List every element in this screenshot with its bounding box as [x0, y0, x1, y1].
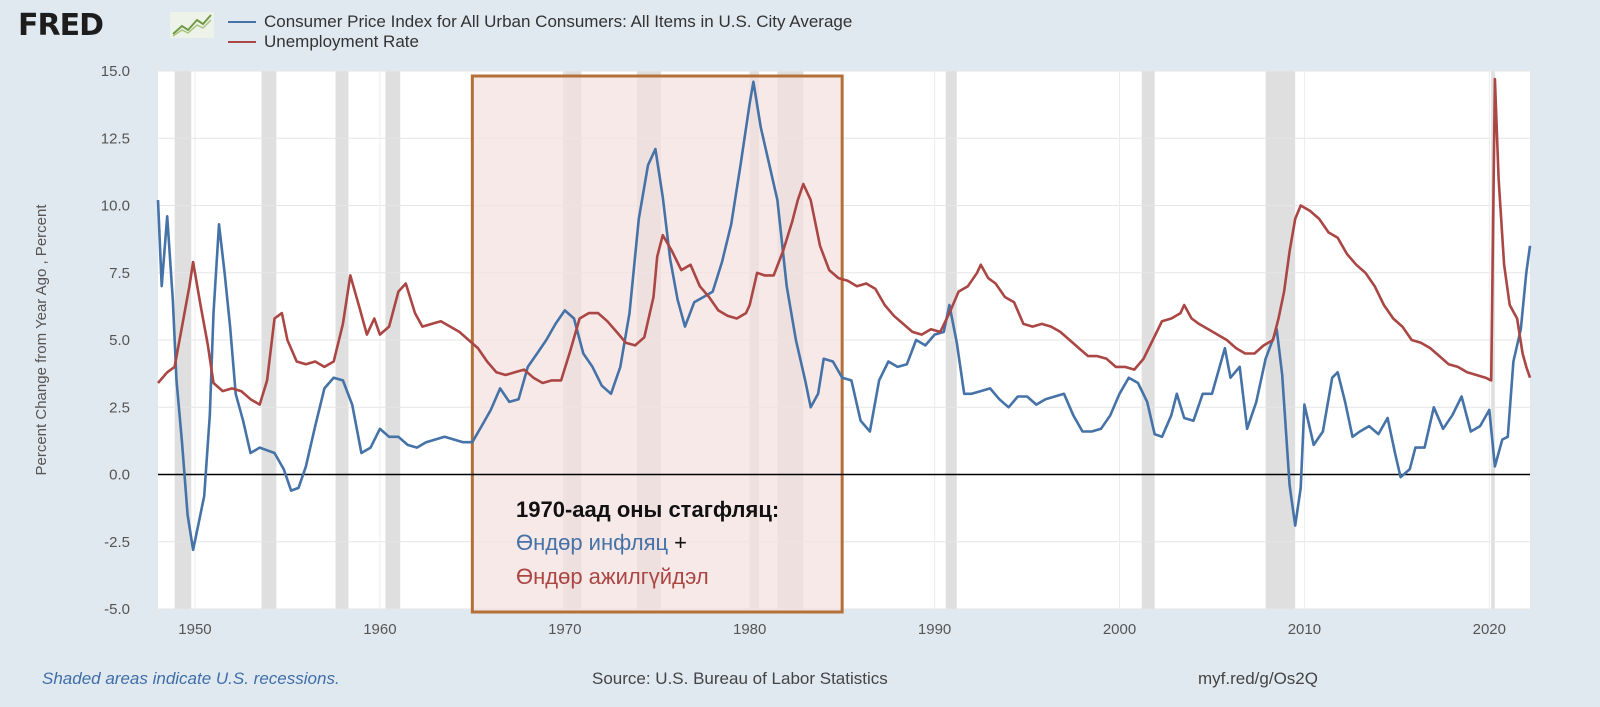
annotation-high-inflation: Өндөр инфляц — [516, 530, 668, 555]
x-tick-label: 1970 — [548, 621, 581, 638]
annotation-plus: + — [674, 530, 687, 555]
fred-logo-graph-icon — [170, 12, 214, 38]
y-tick-label: -5.0 — [104, 601, 130, 618]
unemployment-series-line — [157, 77, 1532, 406]
y-axis-ticks: 15.0 12.5 10.0 7.5 5.0 2.5 0.0 -2.5 -5.0 — [101, 63, 130, 618]
y-tick-label: 15.0 — [101, 63, 130, 80]
legend-item-unemployment[interactable]: Unemployment Rate — [228, 32, 419, 52]
y-tick-label: 2.5 — [109, 399, 130, 416]
x-tick-label: 1990 — [918, 621, 951, 638]
annotation-high-unemployment: Өндөр ажилгүйдэл — [516, 564, 709, 589]
y-axis-label: Percent Change from Year Ago , Percent — [33, 204, 50, 476]
fred-logo[interactable]: FRED — [18, 8, 218, 44]
y-tick-label: 12.5 — [101, 130, 130, 147]
cpi-series-line — [156, 80, 1532, 552]
y-tick-label: 10.0 — [101, 198, 130, 215]
x-tick-label: 2000 — [1103, 621, 1136, 638]
series-lines — [156, 77, 1532, 552]
source-note: Source: U.S. Bureau of Labor Statistics — [592, 669, 888, 688]
x-axis-ticks: 1950 1960 1970 1980 1990 2000 2010 2020 — [178, 621, 1506, 638]
x-tick-label: 1980 — [733, 621, 766, 638]
x-tick-label: 2020 — [1473, 621, 1506, 638]
legend-label-unemployment: Unemployment Rate — [264, 32, 419, 51]
legend-swatch-unemployment — [228, 41, 256, 43]
legend-item-cpi[interactable]: Consumer Price Index for All Urban Consu… — [228, 12, 852, 32]
x-tick-label: 2010 — [1288, 621, 1321, 638]
y-tick-label: -2.5 — [104, 534, 130, 551]
chart-header: FRED Consumer Price Index for All Urban … — [0, 0, 1600, 62]
fred-wordmark: FRED — [18, 8, 104, 43]
x-tick-label: 1960 — [363, 621, 396, 638]
short-url-link[interactable]: myf.red/g/Os2Q — [1198, 669, 1318, 688]
x-tick-label: 1950 — [178, 621, 211, 638]
legend-label-cpi: Consumer Price Index for All Urban Consu… — [264, 12, 853, 31]
legend-swatch-cpi — [228, 21, 256, 23]
y-tick-label: 5.0 — [109, 332, 130, 349]
annotation-title: 1970-аад оны стагфляц: — [516, 497, 779, 522]
y-tick-label: 7.5 — [109, 265, 130, 282]
annotation-line1: Өндөр инфляц + — [516, 530, 687, 555]
y-tick-label: 0.0 — [109, 467, 130, 484]
recession-note: Shaded areas indicate U.S. recessions. — [42, 669, 340, 688]
